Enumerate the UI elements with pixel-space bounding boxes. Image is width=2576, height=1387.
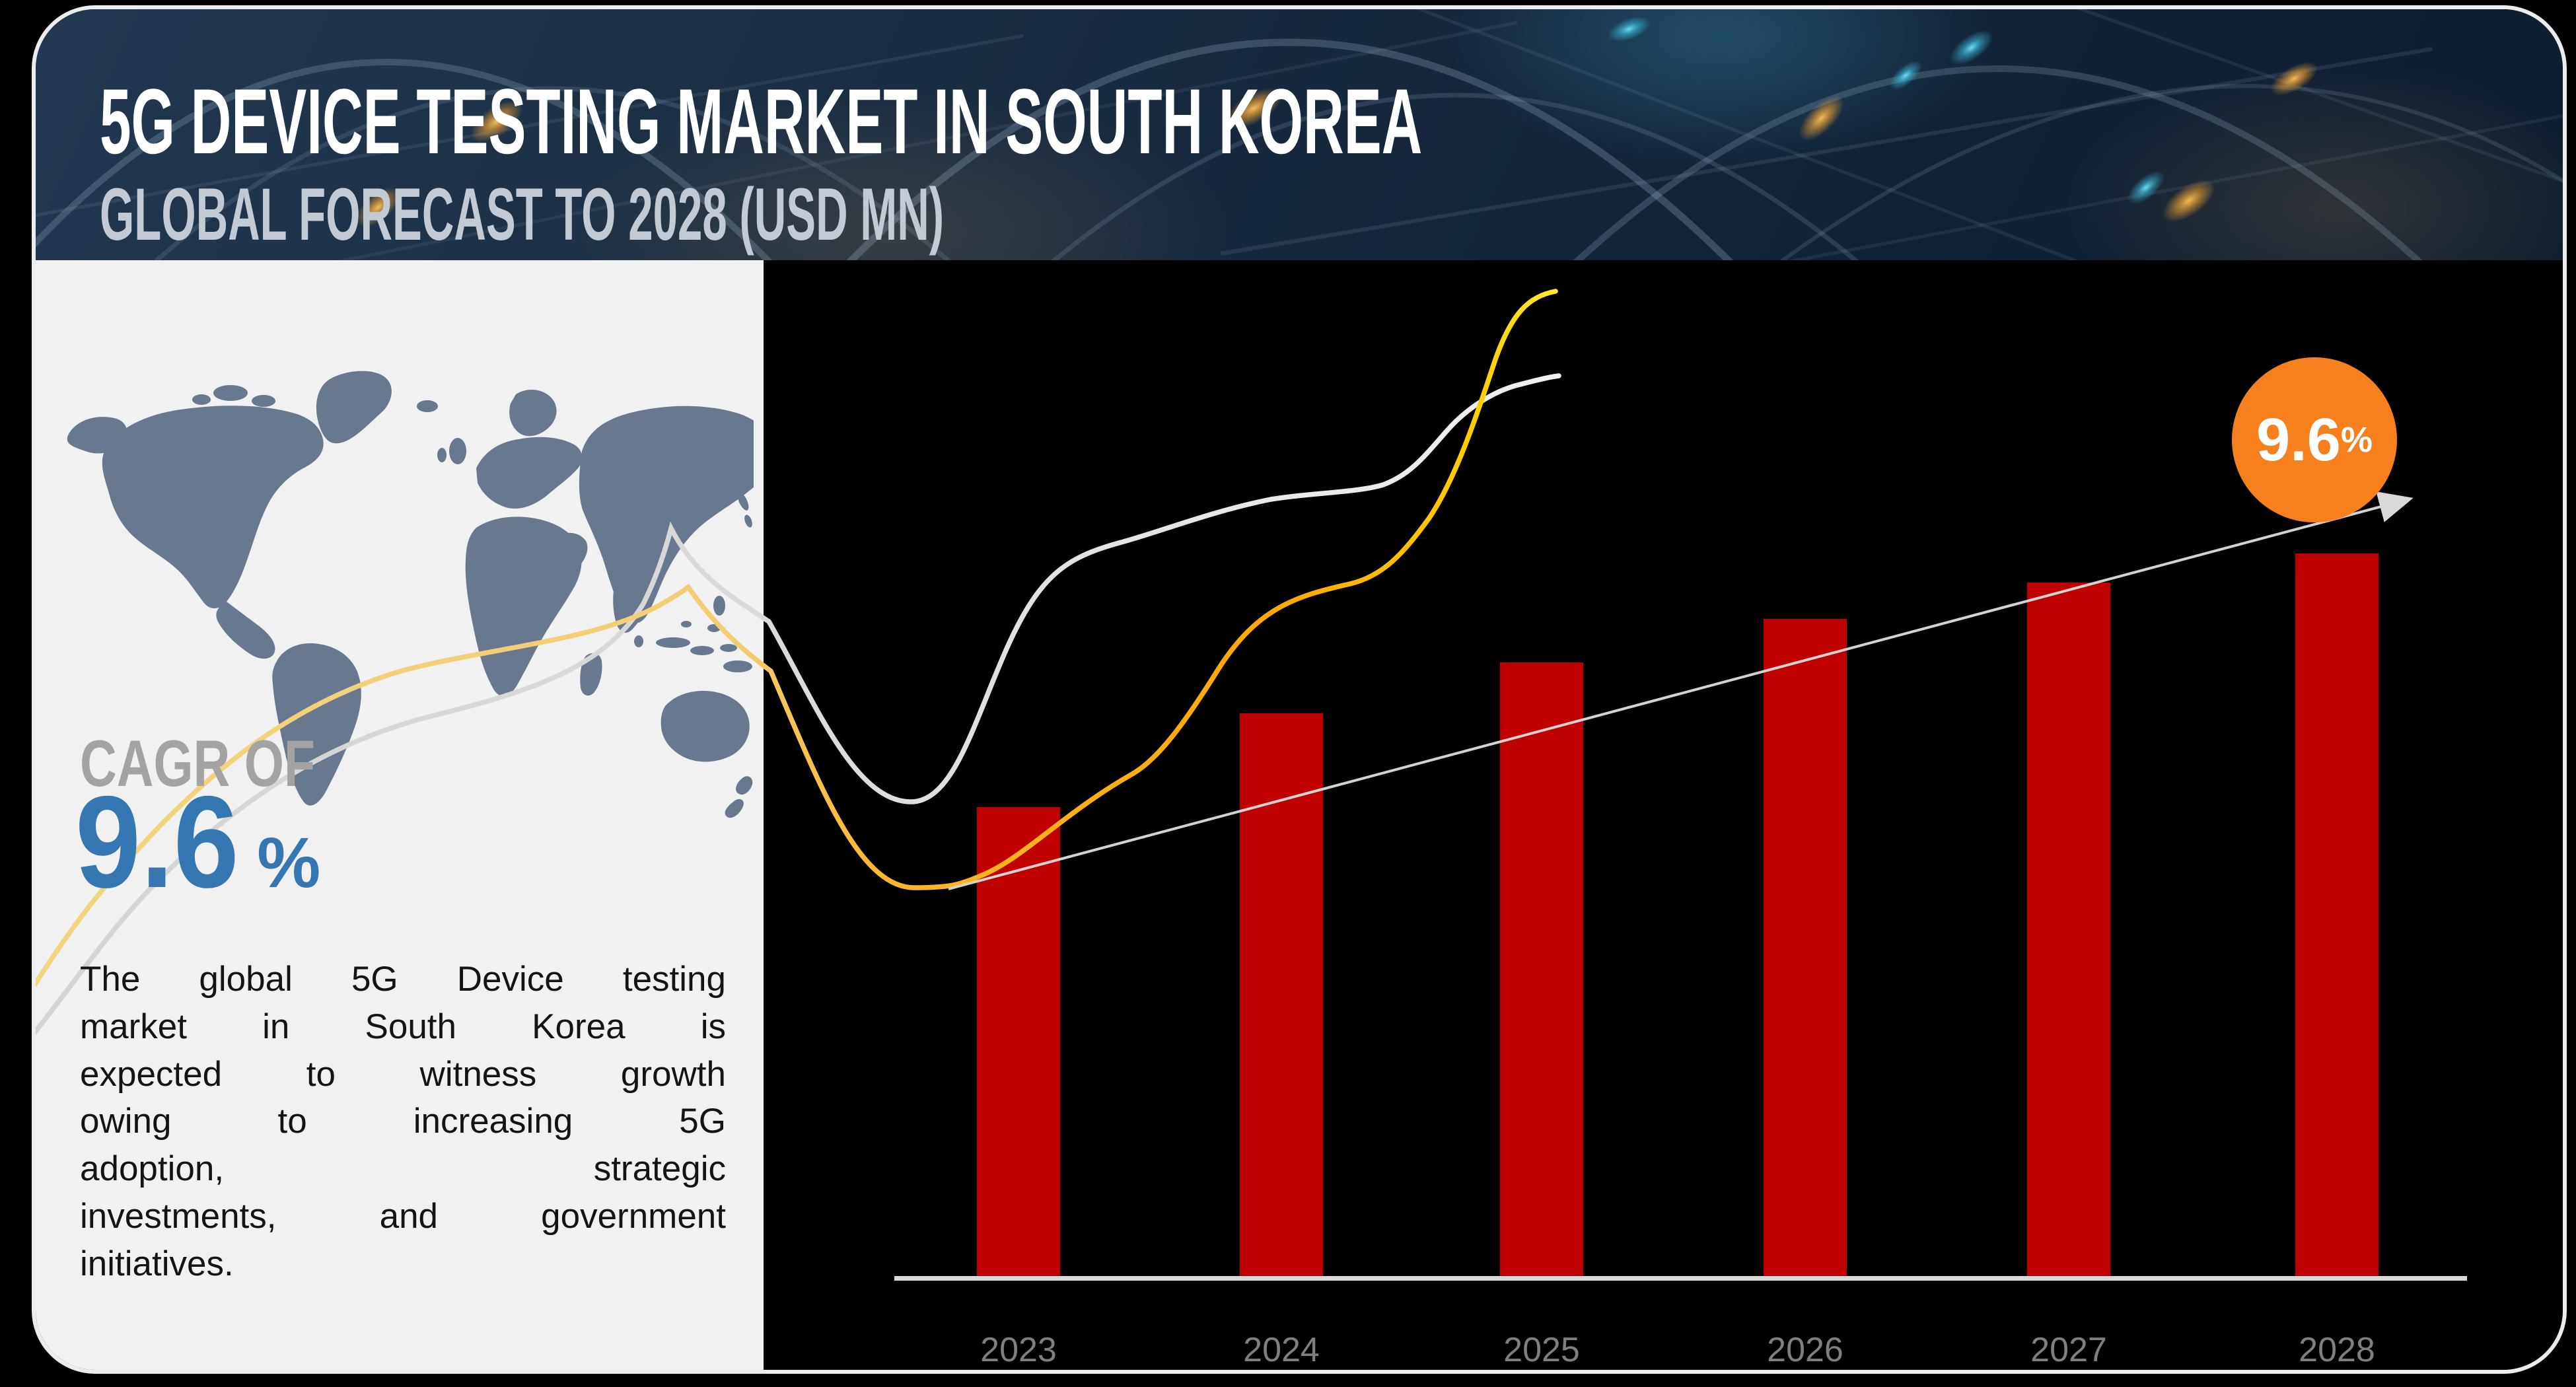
cagr-badge-number: 9.6: [2256, 406, 2341, 474]
map-madagascar: [580, 653, 602, 696]
x-axis-label-2024: 2024: [1243, 1331, 1320, 1369]
summary-paragraph-lastline: initiatives.: [80, 1244, 234, 1283]
cagr-badge-percent-sign: %: [2340, 420, 2373, 460]
x-axis-label-2027: 2027: [2030, 1331, 2107, 1369]
map-north-america: [102, 406, 324, 609]
bar-2027: [2027, 583, 2110, 1279]
map-greenland: [316, 371, 392, 444]
bar-2023: [977, 807, 1060, 1279]
map-new-zealand: [736, 776, 753, 795]
cagr-badge: 9.6%: [2232, 357, 2397, 522]
map-australia: [661, 690, 750, 762]
map-scandinavia: [509, 390, 557, 437]
cagr-value: 9.6%: [75, 777, 320, 907]
bar-2025: [1500, 662, 1583, 1279]
map-asia: [579, 406, 754, 623]
glow-dots: [356, 16, 2318, 227]
title-block: 5G DEVICE TESTING MARKET IN SOUTH KOREA …: [100, 73, 2268, 252]
summary-panel: CAGR OF 9.6% The global 5G Device testin…: [36, 260, 764, 1370]
cagr-number: 9.6: [75, 769, 239, 915]
bar-chart-panel: 2023 2024 2025 2026 2027 2028 9.6%: [764, 260, 2563, 1370]
header-banner: 5G DEVICE TESTING MARKET IN SOUTH KOREA …: [36, 9, 2563, 260]
map-europe: [476, 437, 583, 509]
summary-paragraph: The global 5G Device testing market in S…: [80, 956, 726, 1288]
x-axis-label-2023: 2023: [980, 1331, 1057, 1369]
x-axis-label-2028: 2028: [2299, 1331, 2375, 1369]
x-axis-label-2025: 2025: [1503, 1331, 1580, 1369]
map-arabia: [551, 532, 588, 573]
page-title: 5G DEVICE TESTING MARKET IN SOUTH KOREA: [100, 69, 1423, 173]
bar-2024: [1240, 713, 1323, 1279]
bar-2028: [2295, 553, 2379, 1279]
fiber-optic-art: [36, 9, 2563, 260]
cagr-percent-sign: %: [257, 822, 321, 902]
x-axis-line: [894, 1276, 2467, 1281]
infographic-frame: 5G DEVICE TESTING MARKET IN SOUTH KOREA …: [32, 5, 2567, 1374]
page-subtitle: GLOBAL FORECAST TO 2028 (USD MN): [100, 173, 945, 256]
map-central-america: [216, 602, 275, 659]
bar-2026: [1764, 619, 1847, 1279]
summary-paragraph-body: The global 5G Device testing market in S…: [80, 960, 726, 1236]
x-axis-label-2026: 2026: [1767, 1331, 1843, 1369]
